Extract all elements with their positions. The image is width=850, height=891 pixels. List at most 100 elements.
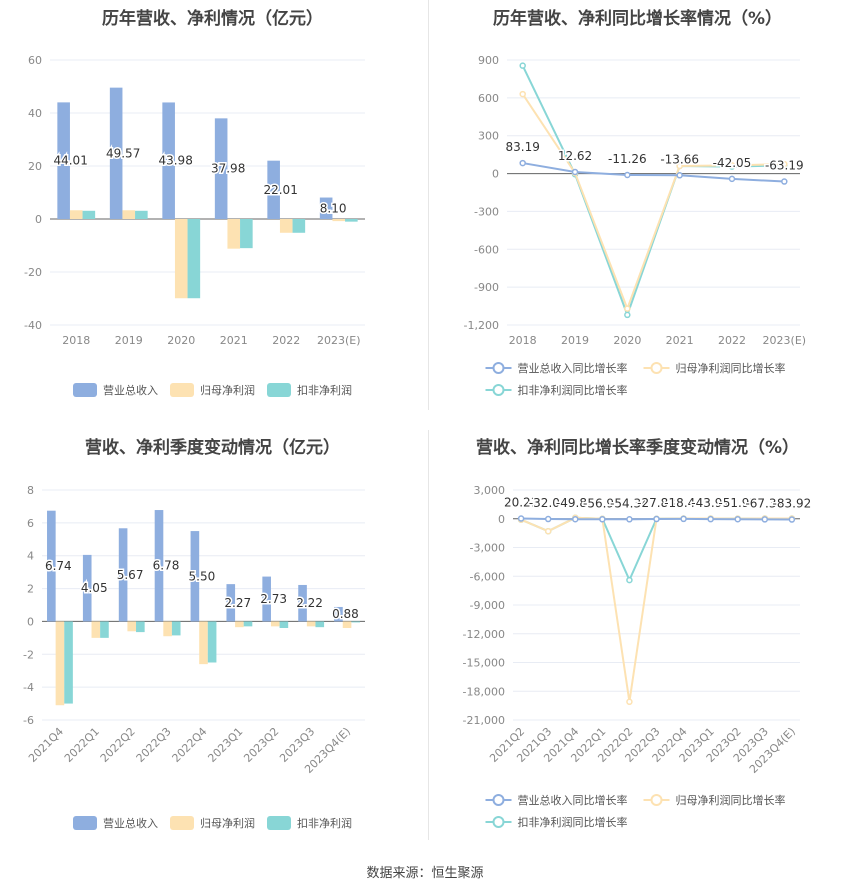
point-营业总收入同比增长率 (624, 171, 631, 179)
legend-marker (650, 362, 663, 374)
point-归母净利润同比增长率 (626, 698, 633, 706)
x-tick-label: 2021 (666, 334, 694, 347)
point-营业总收入同比增长率 (572, 515, 579, 523)
bar-扣非净利润 (135, 210, 148, 219)
y-tick-label: -3,000 (470, 542, 505, 555)
point-营业总收入同比增长率 (728, 175, 736, 183)
x-tick-label: 2020 (167, 334, 195, 347)
bar-营业总收入 (298, 584, 307, 622)
bar-营业总收入 (334, 606, 343, 622)
x-tick-label: 2023(E) (317, 334, 361, 347)
y-tick-label: -9,000 (470, 599, 505, 612)
y-tick-label: -2 (23, 648, 34, 661)
point-营业总收入同比增长率 (519, 159, 526, 167)
y-tick-label: -12,000 (463, 628, 505, 641)
data-label: 20.21 (504, 496, 538, 510)
y-tick-label: -1,200 (464, 319, 499, 332)
legend-marker (492, 816, 505, 828)
data-label: 22.01 (263, 183, 297, 197)
bar-扣非净利润 (100, 621, 109, 638)
point-营业总收入同比增长率 (517, 515, 525, 522)
bar-归母净利润 (69, 210, 83, 219)
point-营业总收入同比增长率 (653, 515, 660, 523)
x-tick-label: 2022Q1 (62, 725, 102, 765)
data-label: -27.83 (637, 496, 676, 510)
y-tick-label: -600 (474, 243, 499, 256)
y-tick-label: 8 (27, 484, 34, 497)
bar-营业总收入 (262, 576, 271, 622)
bar-扣非净利润 (136, 621, 145, 633)
chart-canvas: -6 -4 -2 0 2 4 6 8 2021Q42022Q12022Q22022Q32022Q… (23, 484, 365, 830)
chart-title: 历年营收、净利情况（亿元） (102, 9, 323, 29)
y-tick-label: -6,000 (470, 570, 505, 583)
legend-swatch (73, 383, 97, 397)
point-营业总收入同比增长率 (707, 515, 714, 523)
point-营业总收入同比增长率 (544, 515, 552, 523)
bar-营业总收入 (319, 197, 333, 219)
bar-营业总收入 (57, 102, 70, 219)
data-label: 49.57 (106, 146, 140, 160)
y-tick-label: 0 (498, 513, 505, 526)
y-tick-label: 0 (27, 615, 34, 628)
point-营业总收入同比增长率 (676, 172, 683, 179)
bar-归母净利润 (235, 621, 244, 628)
legend-label: 扣非净利润 (297, 383, 352, 397)
point-归母净利润同比增长率 (728, 162, 736, 169)
y-tick-label: 3,000 (474, 484, 506, 497)
x-tick-label: 2022Q3 (134, 725, 174, 765)
x-tick-label: 2021Q4 (26, 725, 66, 765)
data-label: -43.91 (691, 496, 730, 510)
legend-swatch (267, 383, 291, 397)
y-tick-label: -40 (24, 319, 42, 332)
point-营业总收入同比增长率 (788, 516, 796, 523)
bar-扣非净利润 (207, 621, 217, 663)
bar-扣非净利润 (279, 621, 289, 628)
vertical-divider (428, 430, 429, 840)
bar-扣非净利润 (187, 219, 201, 299)
legend-swatch (170, 816, 194, 830)
data-label: -56.95 (583, 496, 622, 510)
point-归母净利润同比增长率 (519, 90, 526, 98)
bar-营业总收入 (47, 510, 56, 622)
y-tick-label: -18,000 (463, 685, 505, 698)
y-tick-label: 40 (28, 107, 42, 120)
bar-归母净利润 (91, 621, 101, 638)
x-tick-label: 2023Q1 (205, 725, 245, 765)
y-tick-label: 900 (478, 54, 499, 67)
y-tick-label: -21,000 (463, 714, 505, 727)
chart-canvas: -1,200 -900 -600 -300 0 300 600 900 2018 2019 2020… (464, 54, 807, 397)
bar-扣非净利润 (292, 219, 306, 233)
data-label: 2.27 (224, 596, 251, 610)
bar-营业总收入 (162, 102, 175, 219)
chart-canvas: -40 -20 0 20 40 60 2018 2019 2020 2021 2022 2023(E)… (24, 54, 365, 397)
data-label: -11.26 (608, 152, 647, 166)
x-tick-label: 2019 (115, 334, 143, 347)
bar-扣非净利润 (345, 219, 358, 222)
bar-归母净利润 (163, 621, 172, 637)
bar-扣非净利润 (171, 621, 181, 636)
bar-归母净利润 (270, 621, 280, 627)
x-tick-label: 2022 (718, 334, 746, 347)
bar-营业总收入 (214, 118, 228, 219)
legend-swatch (267, 816, 291, 830)
y-tick-label: -6 (23, 714, 34, 727)
legend-label: 营业总收入 (103, 816, 158, 830)
series-line-扣非净利润同比增长率 (520, 516, 792, 583)
series-line-营业总收入同比增长率 (522, 162, 785, 183)
data-label: 12.62 (558, 149, 592, 163)
data-label: -51.92 (718, 496, 757, 510)
point-营业总收入同比增长率 (761, 516, 769, 523)
chart-title: 营收、净利季度变动情况（亿元） (85, 438, 340, 458)
bar-扣非净利润 (315, 621, 325, 628)
series-line-扣非净利润同比增长率 (521, 65, 785, 318)
legend-label: 营业总收入同比增长率 (518, 361, 628, 375)
bar-营业总收入 (154, 510, 164, 622)
chart-panel-annual-amount: 历年营收、净利情况（亿元） -40 -20 0 20 40 60 2018 2019 2020 2… (0, 0, 425, 410)
data-label: -49.86 (556, 496, 595, 510)
y-tick-label: 0 (35, 213, 42, 226)
bar-归母净利润 (122, 210, 136, 219)
point-营业总收入同比增长率 (599, 516, 606, 523)
point-扣非净利润同比增长率 (519, 62, 526, 69)
x-tick-label: 2022Q4 (170, 725, 210, 765)
chart-panel-annual-growth: 历年营收、净利同比增长率情况（%） -1,200 -900 -600 -300 0 300… (425, 0, 850, 410)
